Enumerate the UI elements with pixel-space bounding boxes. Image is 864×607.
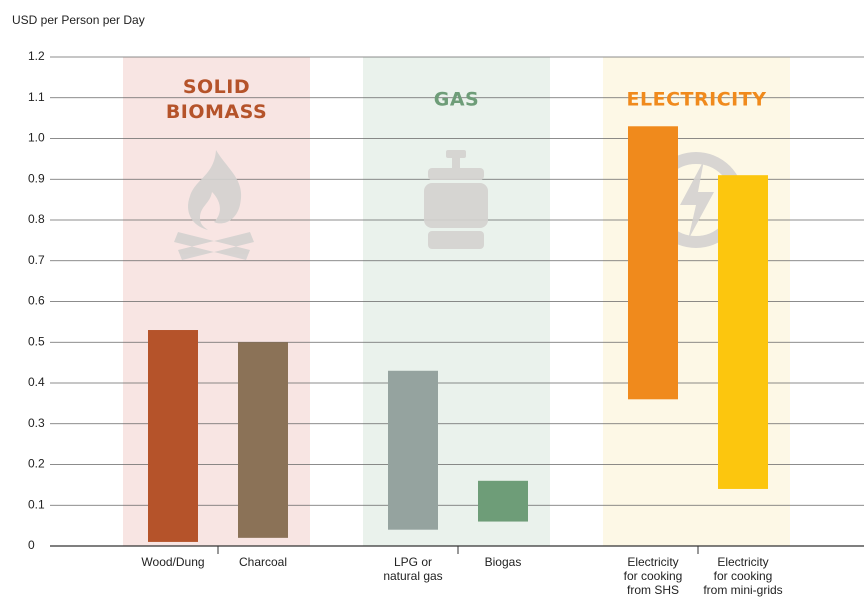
y-tick-label: 1.2 <box>28 49 45 63</box>
x-tick-label: natural gas <box>383 569 442 583</box>
x-tick-label: Charcoal <box>239 555 287 569</box>
y-tick-label: 1.1 <box>28 90 45 104</box>
group-label: GAS <box>434 89 479 111</box>
y-tick-label: 0.6 <box>28 294 45 308</box>
x-tick-label: LPG or <box>394 555 432 569</box>
y-tick-label: 0 <box>28 538 35 552</box>
group-label: ELECTRICITY <box>627 89 767 111</box>
group-label: BIOMASS <box>166 101 267 123</box>
x-tick-label: from SHS <box>627 583 679 597</box>
x-tick-label: for cooking <box>624 569 683 583</box>
range-bar <box>148 330 198 542</box>
x-tick-label: Wood/Dung <box>141 555 204 569</box>
y-tick-label: 0.8 <box>28 212 45 226</box>
y-tick-label: 0.5 <box>28 334 45 348</box>
x-tick-label: from mini-grids <box>703 583 782 597</box>
group-label: SOLID <box>183 76 250 98</box>
x-tick-label: Electricity <box>717 555 768 569</box>
range-bar <box>718 175 768 489</box>
y-axis-label: USD per Person per Day <box>12 13 145 27</box>
x-tick-label: Biogas <box>485 555 522 569</box>
y-tick-label: 0.1 <box>28 497 45 511</box>
y-tick-label: 0.3 <box>28 416 45 430</box>
y-tick-label: 0.7 <box>28 253 45 267</box>
range-bar <box>388 370 438 530</box>
range-bar <box>628 126 678 400</box>
range-bar <box>478 480 528 522</box>
y-tick-label: 1.0 <box>28 131 45 145</box>
x-tick-label: Electricity <box>627 555 678 569</box>
y-tick-label: 0.2 <box>28 457 45 471</box>
y-tick-label: 0.4 <box>28 375 45 389</box>
y-tick-label: 0.9 <box>28 171 45 185</box>
x-tick-label: for cooking <box>714 569 773 583</box>
range-bar <box>238 342 288 538</box>
